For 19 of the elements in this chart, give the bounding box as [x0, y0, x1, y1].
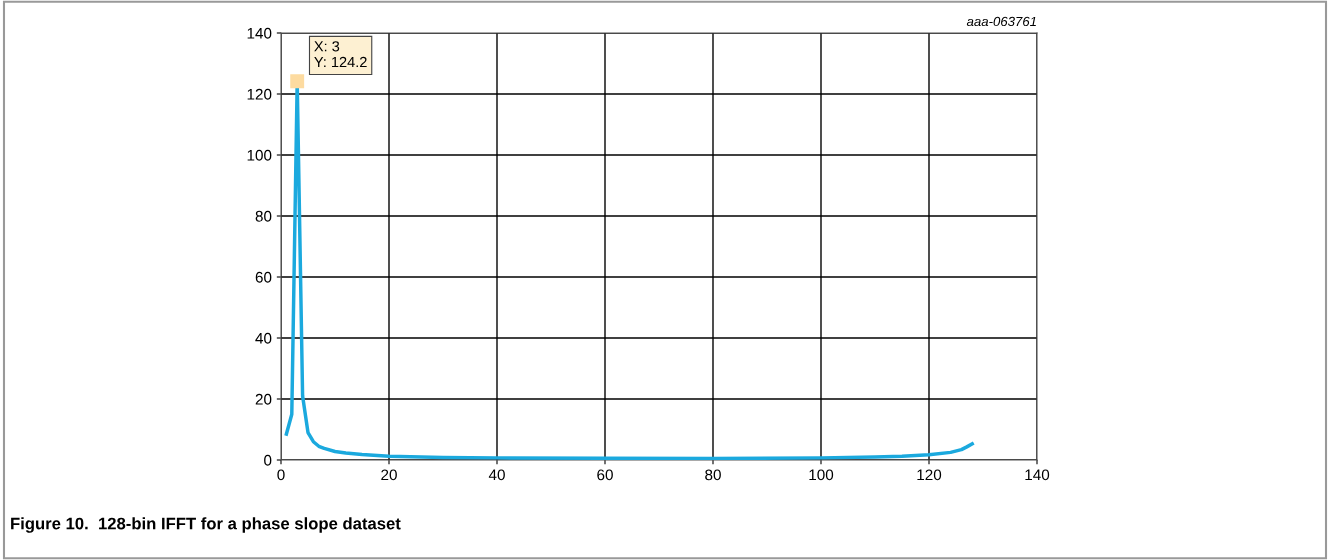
x-tick-label: 80: [705, 469, 721, 481]
x-tick-label: 120: [917, 469, 942, 481]
y-tick-label: 100: [247, 149, 272, 161]
x-tick-label: 40: [488, 469, 505, 481]
x-tick-label: 0: [277, 469, 285, 481]
y-tick-label: 20: [255, 393, 272, 405]
y-tick-label: 60: [255, 271, 272, 283]
x-tick-label: 20: [381, 469, 397, 481]
x-tick-label: 100: [809, 469, 834, 481]
y-tick-label: 140: [247, 27, 272, 39]
annotation: X: 3 Y: 124.2: [314, 41, 367, 68]
y-tick-label: 80: [255, 210, 272, 222]
y-tick-label: 0: [264, 454, 272, 466]
x-tick-label: 140: [1025, 469, 1050, 481]
text: Figure 10. 128-bin IFFT for a phase slope dataset: [11, 517, 401, 533]
x-tick-label: 60: [597, 469, 613, 481]
y-tick-label: 40: [255, 332, 272, 344]
text: aaa-063761: [966, 16, 1036, 27]
y-tick-label: 120: [247, 88, 272, 100]
